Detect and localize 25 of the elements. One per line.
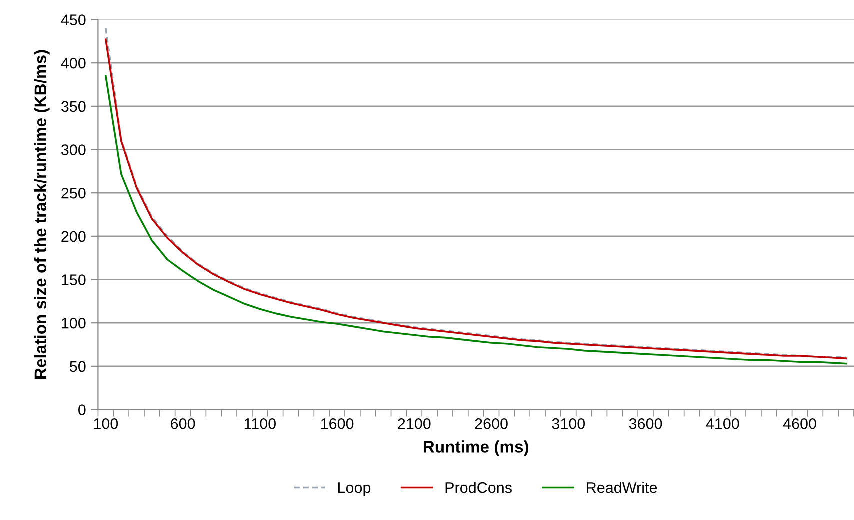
- y-tick-label: 300: [62, 144, 86, 156]
- y-tick-label: 250: [62, 188, 86, 199]
- x-axis-title: Runtime (ms): [424, 440, 529, 456]
- y-tick-label: 100: [62, 318, 86, 329]
- x-tick-label: 3100: [552, 418, 586, 430]
- y-tick-label: 0: [78, 404, 86, 416]
- legend-label: ProdCons: [446, 482, 512, 494]
- x-tick-label: 1600: [321, 418, 354, 430]
- x-tick-label: 1100: [244, 418, 276, 430]
- x-tick-label: 4600: [783, 418, 816, 430]
- y-axis-title: Relation size of the track/runtime (KB/ms): [34, 50, 50, 379]
- x-tick-label: 600: [171, 418, 196, 430]
- x-tick-label: 2600: [475, 418, 508, 430]
- x-tick-label: 3600: [629, 418, 662, 430]
- y-tick-label: 200: [62, 231, 86, 242]
- legend-label: ReadWrite: [587, 482, 658, 494]
- legend-label: Loop: [338, 482, 371, 496]
- x-tick-label: 4100: [706, 418, 740, 430]
- x-tick-label: 2100: [398, 418, 431, 430]
- y-tick-label: 450: [61, 14, 86, 26]
- y-tick-label: 50: [70, 361, 86, 372]
- y-tick-label: 350: [62, 101, 86, 112]
- y-tick-label: 150: [62, 274, 86, 286]
- x-tick-label: 100: [94, 418, 118, 430]
- y-tick-label: 400: [61, 58, 86, 69]
